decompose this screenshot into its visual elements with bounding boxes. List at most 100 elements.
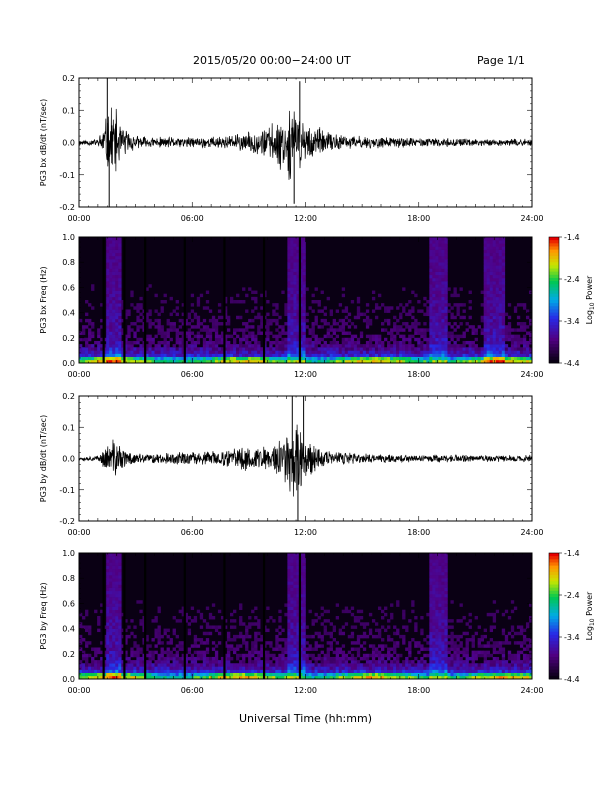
spectrogram-cell <box>498 315 503 320</box>
spectrogram-cell <box>121 660 125 664</box>
spectrogram-cell <box>97 616 101 620</box>
spectrogram-cell <box>435 243 439 247</box>
spectrogram-cell <box>85 318 89 323</box>
spectrogram-cell <box>79 663 83 667</box>
spectrogram-cell <box>100 656 104 661</box>
spectrogram-cell <box>106 331 110 335</box>
spectrogram-cell <box>287 293 291 298</box>
spectrogram-cell <box>441 556 445 560</box>
spectrogram-cell <box>314 669 318 673</box>
spectrogram-cell <box>220 337 225 342</box>
spectrogram-cell <box>329 672 333 677</box>
spectrogram-cell <box>136 653 140 658</box>
spectrogram-cell <box>151 672 155 677</box>
spectrogram-cell <box>145 634 149 639</box>
spectrogram-cell <box>420 666 424 670</box>
spectrogram-cell <box>157 350 161 354</box>
spectrogram-cell <box>489 252 494 257</box>
spectrogram-cell <box>193 644 198 648</box>
spectrogram-cell <box>193 634 198 639</box>
spectrogram-cell <box>495 274 500 279</box>
spectrogram-cell <box>486 337 491 342</box>
spectrogram-cell <box>429 350 433 354</box>
spectrogram-cell <box>393 325 397 329</box>
spectrogram-cell <box>302 672 306 677</box>
spectrogram-cell <box>290 277 294 282</box>
spectrogram-cell <box>414 656 418 661</box>
spectrogram-cell <box>444 249 448 254</box>
spectrogram-cell <box>106 609 110 614</box>
spectrogram-cell <box>329 666 333 670</box>
spectrogram-cell <box>480 318 484 323</box>
spectrogram-cell <box>468 300 472 304</box>
spectrogram-cell <box>106 318 110 323</box>
spectrogram-cell <box>260 660 264 664</box>
spectrogram-cell <box>432 672 436 677</box>
spectrogram-cell <box>287 318 291 323</box>
spectrogram-cell <box>441 271 445 276</box>
spectrogram-cell <box>202 619 207 623</box>
spectrogram-cell <box>456 337 460 342</box>
spectrogram-cell <box>501 309 506 313</box>
spectrogram-cell <box>483 274 487 279</box>
spectrogram-cell <box>112 609 116 614</box>
spectrogram-cell <box>474 328 478 332</box>
spectrogram-cell <box>112 359 116 364</box>
spectrogram-cell <box>429 578 433 582</box>
spectrogram-cell <box>118 584 122 588</box>
spectrogram-cell <box>187 628 192 633</box>
spectrogram-cell <box>308 660 312 664</box>
spectrogram-cell <box>136 340 140 345</box>
spectrogram-cell <box>293 641 297 645</box>
spectrogram-cell <box>130 353 134 357</box>
spectrogram-cell <box>441 559 445 563</box>
spectrogram-cell <box>426 663 430 667</box>
spectrogram-cell <box>314 644 318 648</box>
spectrogram-cell <box>106 287 110 291</box>
spectrogram-cell <box>136 647 140 651</box>
spectrogram-cell <box>362 359 367 364</box>
spectrogram-cell <box>522 350 527 354</box>
spectrogram-cell <box>214 660 219 664</box>
spectrogram-cell <box>230 350 234 354</box>
spectrogram-cell <box>278 656 282 661</box>
spectrogram-cell <box>489 337 494 342</box>
spectrogram-cell <box>103 350 107 354</box>
spectrogram-cell <box>332 663 336 667</box>
spectrogram-cell <box>190 309 195 313</box>
spectrogram-cell <box>233 650 237 655</box>
spectrogram-cell <box>393 675 397 680</box>
colorbar-tick-label: -2.4 <box>564 275 580 284</box>
spectrogram-cell <box>233 328 237 332</box>
spectrogram-cell <box>311 359 315 364</box>
spectrogram-cell <box>187 616 192 620</box>
spectrogram-cell <box>384 669 388 673</box>
spectrogram-cell <box>239 603 243 607</box>
spectrogram-cell <box>217 631 222 636</box>
spectrogram-cell <box>181 322 185 326</box>
spectrogram-cell <box>290 271 294 276</box>
spectrogram-cell <box>356 350 361 354</box>
spectrogram-cell <box>528 350 533 354</box>
spectrogram-cell <box>293 584 297 588</box>
spectrogram-cell <box>501 268 506 272</box>
spectrogram-cell <box>181 641 185 645</box>
spectrogram-cell <box>115 296 119 301</box>
spectrogram-cell <box>106 347 110 351</box>
spectrogram-cell <box>338 328 343 332</box>
spectrogram-cell <box>257 660 261 664</box>
spectrogram-cell <box>145 647 149 651</box>
spectrogram-cell <box>528 359 533 364</box>
spectrogram-cell <box>293 249 297 254</box>
spectrogram-cell <box>248 616 252 620</box>
spectrogram-cell <box>365 350 370 354</box>
spectrogram-cell <box>115 246 119 250</box>
spectrogram-cell <box>181 356 185 361</box>
spectrogram-cell <box>387 318 391 323</box>
spectrogram-cell <box>269 347 273 351</box>
spectrogram-cell <box>441 571 445 576</box>
spectrogram-cell <box>501 325 506 329</box>
spectrogram-cell <box>112 568 116 573</box>
spectrogram-cell <box>260 293 264 298</box>
spectrogram-cell <box>293 268 297 272</box>
